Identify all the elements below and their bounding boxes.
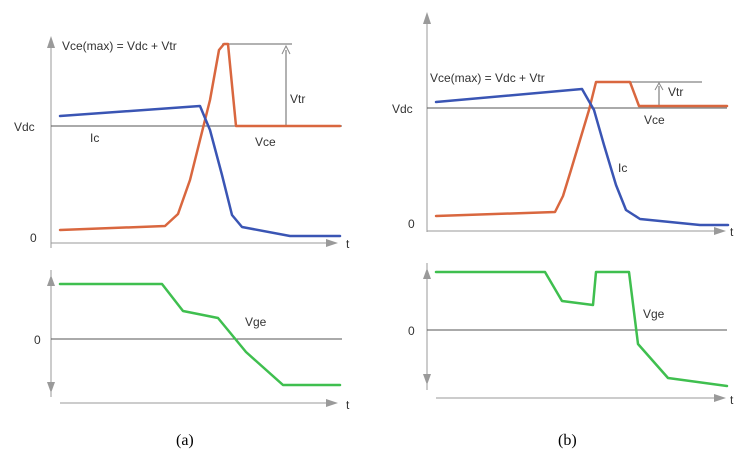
- b-vdc-label: Vdc: [392, 102, 413, 116]
- b-bottom-y-axis-up-arrow: [423, 268, 431, 279]
- b-vtr-arrow-icon: [654, 81, 664, 91]
- b-vce-max-label: Vce(max) = Vdc + Vtr: [430, 71, 545, 85]
- b-top-y-axis-arrow: [423, 12, 431, 24]
- panel-b: Vce(max) = Vdc + Vtr Vtr Vdc Ic Vce 0 t …: [392, 12, 734, 449]
- b-bottom-zero-label: 0: [408, 324, 415, 338]
- b-vtr-label: Vtr: [668, 85, 683, 99]
- a-vtr-arrow-icon: [281, 44, 291, 55]
- panel-a: Vce(max) = Vdc + Vtr Vtr Vdc Ic Vce 0 t …: [14, 36, 350, 449]
- a-vge-label: Vge: [245, 315, 267, 329]
- a-top-t-label: t: [346, 237, 350, 251]
- b-bottom-x-axis-arrow: [714, 394, 726, 402]
- a-vce-label: Vce: [255, 135, 276, 149]
- a-top-y-axis-arrow: [47, 36, 55, 48]
- a-bottom-x-axis-arrow: [326, 399, 338, 407]
- a-top-zero-label: 0: [30, 231, 37, 245]
- b-ic-label: Ic: [618, 161, 627, 175]
- a-bottom-y-axis-up-arrow: [47, 275, 55, 286]
- b-vce-label: Vce: [644, 113, 665, 127]
- a-bottom-zero-label: 0: [34, 333, 41, 347]
- b-ic-waveform: [434, 87, 730, 227]
- a-top-x-axis-arrow: [326, 239, 338, 247]
- a-caption: (a): [176, 432, 194, 449]
- a-bottom-y-axis-down-arrow: [47, 382, 55, 393]
- b-vge-label: Vge: [643, 307, 665, 321]
- b-bottom-y-axis-down-arrow: [423, 374, 431, 385]
- a-ic-label: Ic: [90, 131, 99, 145]
- b-top-zero-label: 0: [408, 217, 415, 231]
- a-bottom-t-label: t: [346, 398, 350, 412]
- b-caption: (b): [558, 432, 577, 449]
- a-vce-waveform: [58, 42, 342, 232]
- a-ic-waveform: [58, 104, 342, 238]
- a-vdc-label: Vdc: [14, 120, 35, 134]
- b-bottom-t-label: t: [730, 393, 734, 407]
- a-vce-max-label: Vce(max) = Vdc + Vtr: [62, 39, 177, 53]
- b-vce-waveform: [434, 80, 729, 218]
- b-top-t-label: t: [730, 225, 734, 239]
- a-vtr-label: Vtr: [290, 92, 305, 106]
- b-vge-waveform: [434, 270, 729, 388]
- a-vge-waveform: [58, 282, 342, 387]
- b-top-x-axis-arrow: [714, 227, 726, 235]
